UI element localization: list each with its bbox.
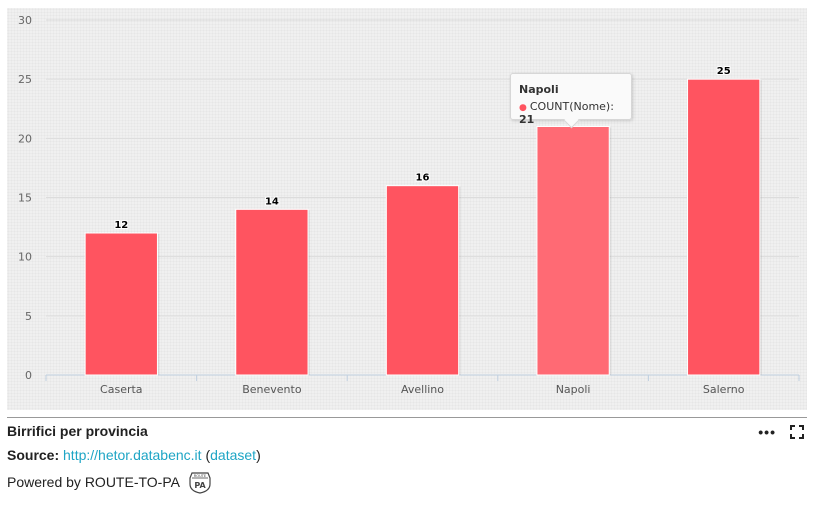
logo-bottom-text: PA [194,481,206,490]
x-tick-label: Salerno [703,383,745,396]
dataset-link[interactable]: dataset [210,447,257,463]
y-tick-label: 25 [18,73,32,86]
y-tick-label: 0 [25,369,32,382]
x-tick-label: Napoli [556,383,591,396]
data-label: 14 [265,196,279,207]
more-horizontal-icon[interactable]: ••• [758,424,776,440]
y-tick-label: 30 [18,14,32,27]
source-line: Source: http://hetor.databenc.it (datase… [7,447,261,463]
data-label: 25 [717,66,731,77]
bar-chart: 0 5 10 15 20 25 30 12 Caserta 14 Benevento 16 Avelli… [18,14,800,396]
bar-benevento [235,208,309,376]
bar-napoli [536,126,610,376]
series-dot-icon: ● [519,103,527,113]
tooltip-series-label: COUNT(Nome): [529,100,614,113]
fullscreen-icon[interactable] [790,425,804,439]
bar-avellino [385,185,460,376]
close-paren: ) [256,447,261,463]
y-tick-label: 20 [18,132,32,145]
logo-top-text: ROUTE [194,474,207,478]
source-label: Source: [7,447,60,463]
y-tick-label: 5 [25,310,32,323]
open-paren: ( [205,447,211,463]
y-tick-label: 15 [18,192,32,205]
x-tick-label: Avellino [401,383,444,396]
powered-by-text: Powered by ROUTE-TO-PA [7,474,180,490]
route-to-pa-logo-icon[interactable]: ROUTE PA [187,470,213,494]
data-label: 16 [416,173,430,184]
divider [7,417,807,418]
footer-actions: ••• [758,423,804,441]
source-link[interactable]: http://hetor.databenc.it [63,447,202,463]
tooltip-value: 21 [519,113,535,126]
data-label: 12 [114,220,128,231]
bar-salerno [687,78,761,376]
x-tick-label: Benevento [242,383,302,396]
tooltip-title: Napoli [519,83,559,96]
chart-tooltip: Napoli ● COUNT(Nome): 21 [510,73,632,129]
x-tick-label: Caserta [100,383,143,396]
chart-area: 0 5 10 15 20 25 30 12 Caserta 14 Benevento 16 Avelli… [7,8,807,410]
chart-title: Birrifici per provincia [7,423,148,439]
bar-caserta [84,232,158,376]
powered-by-line: Powered by ROUTE-TO-PA ROUTE PA [7,470,213,494]
y-tick-label: 10 [18,251,32,264]
tooltip-row: ● COUNT(Nome): 21 [519,100,623,126]
